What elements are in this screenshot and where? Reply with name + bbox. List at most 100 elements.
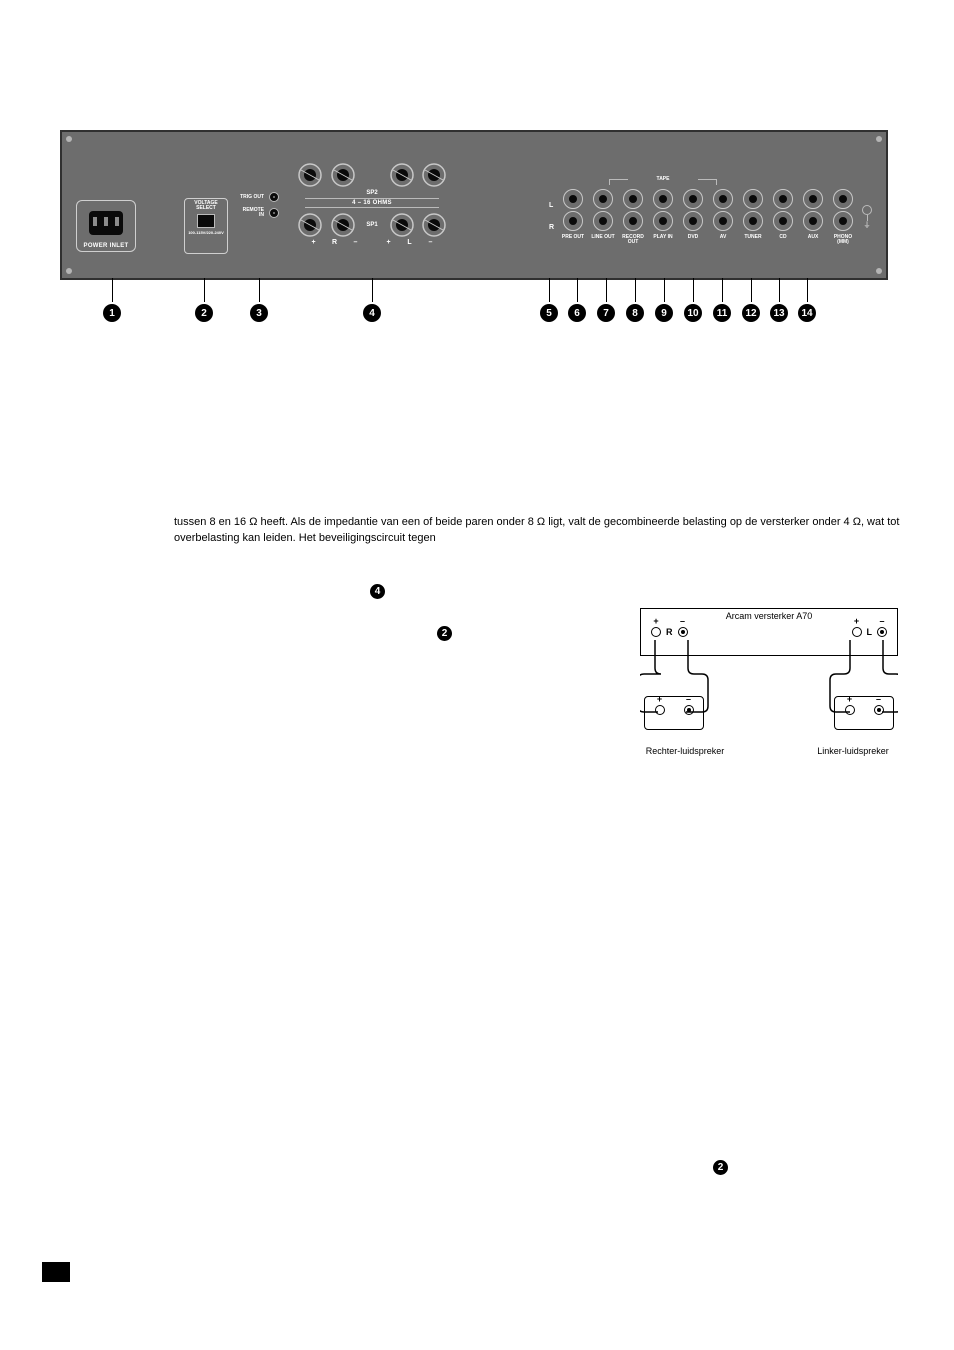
plus-label: + xyxy=(847,694,852,704)
binding-post-icon xyxy=(297,212,323,238)
rca-label: RECORD OUT xyxy=(619,235,647,245)
binding-post-icon xyxy=(421,212,447,238)
tape-bracket: TAPE xyxy=(627,176,699,182)
callout-number-2: 2 xyxy=(195,304,213,322)
left-speaker-box: +– xyxy=(834,696,894,730)
callout-leader xyxy=(664,278,665,302)
rca-jack-icon xyxy=(623,189,643,209)
ohm-label: 4 – 16 OHMS xyxy=(305,198,439,208)
binding-post-icon xyxy=(330,162,356,188)
rca-label: AV xyxy=(709,235,737,240)
power-inlet: POWER INLET xyxy=(76,200,136,252)
plus-label: + xyxy=(657,694,662,704)
single-speaker-diagram: Arcam versterker A70 + R – + L – +– +– R… xyxy=(640,608,898,768)
rca-label: LINE OUT xyxy=(589,235,617,240)
callout-leader xyxy=(606,278,607,302)
tape-label: TAPE xyxy=(657,176,670,182)
callout-number-10: 10 xyxy=(684,304,702,322)
r-label: R xyxy=(325,239,345,246)
iec-socket-icon xyxy=(89,211,123,235)
l-channel-label: L xyxy=(549,195,554,217)
terminal-icon xyxy=(655,705,665,715)
rca-label: CD xyxy=(769,235,797,240)
callout-number-7: 7 xyxy=(597,304,615,322)
screw-icon xyxy=(876,268,882,274)
screw-icon xyxy=(66,268,72,274)
rca-label: AUX xyxy=(799,235,827,240)
callout-bar: 1234567891011121314 xyxy=(60,292,888,322)
body-text: tussen 8 en 16 Ω heeft. Als de impedanti… xyxy=(174,515,954,547)
callout-leader xyxy=(779,278,780,302)
rca-jack-icon xyxy=(833,211,853,231)
rca-jack-icon xyxy=(743,211,763,231)
callout-leader xyxy=(549,278,550,302)
inline-callout-2: 2 xyxy=(437,626,452,641)
inline-callout-4: 4 xyxy=(370,584,385,599)
callout-number-1: 1 xyxy=(103,304,121,322)
plus-label: + xyxy=(379,239,399,246)
rca-jack-icon xyxy=(803,189,823,209)
callout-leader xyxy=(722,278,723,302)
rca-jack-icon xyxy=(773,211,793,231)
rca-jack-icon xyxy=(593,189,613,209)
rca-label: TUNER xyxy=(739,235,767,240)
plus-label: + xyxy=(651,616,661,626)
rca-jack-icon xyxy=(623,211,643,231)
rca-label: PHONO (MM) xyxy=(829,235,857,245)
rca-jack-icon xyxy=(653,211,673,231)
rca-jack-icon xyxy=(563,211,583,231)
callout-number-3: 3 xyxy=(250,304,268,322)
minus-label: – xyxy=(877,616,887,626)
binding-post-icon xyxy=(330,212,356,238)
terminal-icon xyxy=(877,627,887,637)
voltage-select-label: VOLTAGE SELECT xyxy=(185,199,227,211)
r-label: R xyxy=(666,627,673,637)
minus-label: – xyxy=(421,239,441,246)
callout-leader xyxy=(751,278,752,302)
rca-jack-icon xyxy=(803,211,823,231)
trig-remote-block: TRIG OUT REMOTE IN xyxy=(240,192,280,224)
rca-label: PRE OUT xyxy=(559,235,587,240)
callout-number-8: 8 xyxy=(626,304,644,322)
terminal-icon xyxy=(684,705,694,715)
right-speaker-caption: Rechter-luidspreker xyxy=(630,746,740,756)
minus-label: – xyxy=(346,239,366,246)
remote-in-jack-icon xyxy=(269,208,279,218)
callout-number-14: 14 xyxy=(798,304,816,322)
plus-label: + xyxy=(304,239,324,246)
trig-out-label: TRIG OUT xyxy=(240,195,264,200)
sp1-label: SP1 xyxy=(366,222,377,228)
voltage-switch-icon xyxy=(197,214,215,228)
l-label: L xyxy=(867,627,873,637)
callout-leader xyxy=(693,278,694,302)
callout-leader xyxy=(112,278,113,302)
callout-leader xyxy=(372,278,373,302)
voltage-range-label: 100-115V/220-240V xyxy=(185,231,227,235)
r-channel-label: R xyxy=(549,217,554,239)
minus-label: – xyxy=(876,694,881,704)
rear-panel-diagram: POWER INLET VOLTAGE SELECT 100-115V/220-… xyxy=(60,130,888,280)
callout-leader xyxy=(204,278,205,302)
screw-icon xyxy=(66,136,72,142)
terminal-icon xyxy=(874,705,884,715)
rca-jack-icon xyxy=(563,189,583,209)
callout-leader xyxy=(635,278,636,302)
minus-label: – xyxy=(686,694,691,704)
rca-jack-icon xyxy=(833,189,853,209)
callout-number-6: 6 xyxy=(568,304,586,322)
rca-jack-icon xyxy=(653,189,673,209)
callout-number-11: 11 xyxy=(713,304,731,322)
left-speaker-caption: Linker-luidspreker xyxy=(798,746,908,756)
speaker-terminals: SP2 4 – 16 OHMS SP1 + R – + L – xyxy=(297,162,447,244)
binding-post-icon xyxy=(389,162,415,188)
terminal-icon xyxy=(678,627,688,637)
callout-leader xyxy=(807,278,808,302)
rca-input-bank: L R PRE OUT LINE OUT RECORD OUT TAPE PLA… xyxy=(549,188,872,245)
binding-post-icon xyxy=(389,212,415,238)
plus-label: + xyxy=(852,616,862,626)
ground-post-icon: ⏚ xyxy=(862,205,872,229)
binding-post-icon xyxy=(421,162,447,188)
callout-number-12: 12 xyxy=(742,304,760,322)
amp-box: Arcam versterker A70 + R – + L – xyxy=(640,608,898,656)
rca-jack-icon xyxy=(683,211,703,231)
